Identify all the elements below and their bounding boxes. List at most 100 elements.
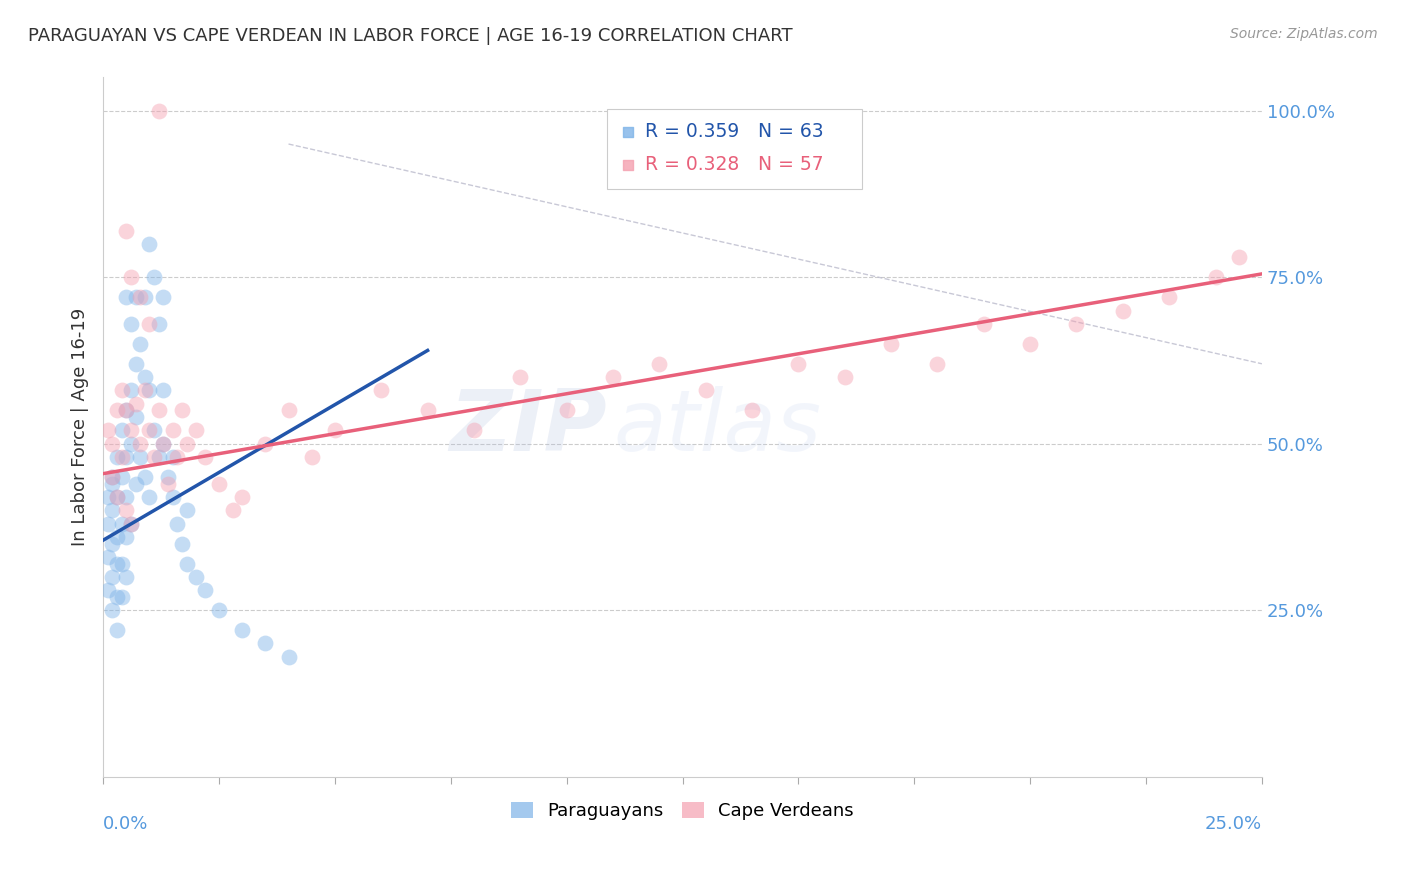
Point [129,336,152,351]
Point [555,403,578,417]
Point [97,549,120,564]
Point [105,450,128,464]
Point [148,450,170,464]
Point [162,450,184,464]
Point [231,623,253,637]
Point [170,403,193,417]
Point [416,403,439,417]
Point [115,570,138,584]
Point [101,476,124,491]
Point [162,490,184,504]
Point [152,384,174,398]
Point [134,370,156,384]
Point [648,357,671,371]
Point [111,516,134,531]
Point [176,436,198,450]
Point [124,476,146,491]
Point [120,516,142,531]
Point [101,470,124,484]
Point [115,403,138,417]
Point [105,590,128,604]
Point [115,530,138,544]
Point [105,490,128,504]
Text: 0.0%: 0.0% [103,815,149,833]
Point [166,450,188,464]
Point [1159,290,1181,304]
Point [124,410,146,425]
Text: R = 0.328: R = 0.328 [645,155,740,174]
Point [1066,317,1088,331]
Point [254,436,277,450]
Point [157,470,180,484]
Point [129,436,152,450]
Point [138,423,160,437]
Point [880,336,903,351]
Point [138,317,160,331]
Legend: Paraguayans, Cape Verdeans: Paraguayans, Cape Verdeans [505,794,860,827]
Point [323,423,346,437]
Point [115,490,138,504]
Point [138,384,160,398]
Point [111,557,134,571]
Point [208,476,231,491]
Point [1112,303,1135,318]
Point [152,290,174,304]
Point [115,403,138,417]
Point [148,317,170,331]
Point [101,536,124,550]
Point [463,423,485,437]
Point [231,490,253,504]
Point [105,490,128,504]
Point [97,516,120,531]
Point [184,423,207,437]
Point [134,290,156,304]
Point [1227,250,1250,264]
Point [120,317,142,331]
Y-axis label: In Labor Force | Age 16-19: In Labor Force | Age 16-19 [72,308,89,546]
Point [115,503,138,517]
Point [143,450,166,464]
Point [148,403,170,417]
Point [111,384,134,398]
Point [111,423,134,437]
Text: atlas: atlas [613,385,821,468]
Point [111,470,134,484]
FancyBboxPatch shape [607,109,862,189]
Point [105,557,128,571]
Point [1019,336,1042,351]
Point [120,270,142,285]
Point [101,570,124,584]
Point [115,450,138,464]
Point [509,370,531,384]
Point [124,357,146,371]
Point [111,590,134,604]
Point [101,436,124,450]
Point [254,636,277,650]
Point [97,423,120,437]
Text: PARAGUAYAN VS CAPE VERDEAN IN LABOR FORCE | AGE 16-19 CORRELATION CHART: PARAGUAYAN VS CAPE VERDEAN IN LABOR FORC… [28,27,793,45]
Point [143,270,166,285]
Point [162,423,184,437]
Point [105,623,128,637]
Point [148,103,170,118]
Point [184,570,207,584]
Point [101,503,124,517]
Text: Source: ZipAtlas.com: Source: ZipAtlas.com [1230,27,1378,41]
Point [105,530,128,544]
Text: R = 0.359: R = 0.359 [645,122,740,142]
Point [1205,270,1227,285]
Point [194,583,217,598]
Point [134,470,156,484]
Point [834,370,856,384]
Point [222,503,245,517]
Point [111,450,134,464]
Point [143,423,166,437]
Point [301,450,323,464]
Point [170,536,193,550]
Point [741,403,763,417]
Point [787,357,810,371]
Point [277,649,299,664]
Point [166,516,188,531]
Point [105,403,128,417]
Point [115,290,138,304]
